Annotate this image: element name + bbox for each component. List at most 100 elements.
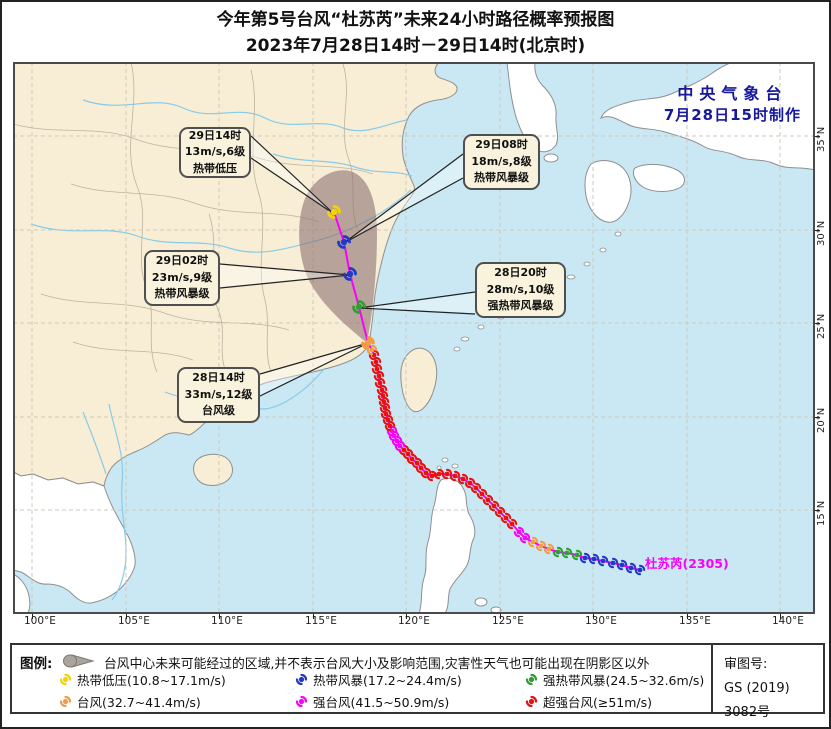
legend-typhoon-icon [59,673,72,686]
agency-name: 中央气象台 [677,84,788,103]
callout-29d08h: 29日08时 18m/s,8级 热带风暴级 [463,134,540,190]
lat-axis-tick [815,417,820,418]
lat-axis-label: 30°N [816,220,827,246]
legend-symbol-sty [295,695,308,708]
legend-item-label: 超强台风(≥51m/s) [543,695,653,710]
legend-item-sts: 强热带风暴(24.5~32.6m/s) [524,670,704,689]
lat-axis-tick [815,136,820,137]
forecast-point [352,300,366,314]
lat-axis-label: 25°N [816,313,827,339]
callout-category: 强热带风暴级 [487,299,554,313]
track-point [370,356,382,368]
track-point [535,540,547,552]
track-point [597,555,609,567]
callout-time: 28日20时 [494,266,547,280]
track-point [457,473,469,485]
map-svg [13,62,815,614]
callout-leader-line [343,153,464,244]
callout-wind: 18m/s,8级 [471,154,532,168]
legend-item-label: 台风(32.7~41.4m/s) [77,695,201,710]
callout-leader-wedge [359,292,475,314]
legend-symbol-ts [295,673,308,686]
islands [193,62,815,614]
japan-kyushu [584,160,632,223]
agency-issued-time: 7月28日15时制作 [663,106,801,124]
track-point [607,557,619,569]
callout-category: 热带低压 [193,161,237,175]
track-point [426,470,438,482]
lon-axis-label: 115°E [305,615,337,627]
track-point [616,559,628,571]
callout-time: 29日02时 [155,254,209,268]
agency-block: 中央气象台 7月28日15时制作 [664,80,801,125]
track-point [506,518,518,530]
page-title: 今年第5号台风“杜苏芮”未来24小时路径概率预报图 [216,10,615,30]
lat-axis-tick [815,230,820,231]
callout-leader-line [250,135,335,215]
legend-divider [711,645,713,712]
luzon [418,477,476,614]
legend-item-ty: 台风(32.7~41.4m/s) [58,692,201,711]
forecast-point [337,235,351,249]
lon-axis-tick [32,614,33,619]
legend-typhoon-icon [59,695,72,708]
taiwan [400,347,438,413]
lon-axis-label: 100°E [24,615,56,627]
callout-leader-line [358,307,476,315]
track-point [634,564,646,576]
callout-time: 29日08时 [475,138,528,152]
lon-axis-tick [313,614,314,619]
forecast-point [343,267,357,281]
callout-category: 热带风暴级 [474,171,529,185]
typhoon-name-label: 杜苏芮(2305) [645,556,729,571]
legend-item-td: 热带低压(10.8~17.1m/s) [58,670,226,689]
track-point [500,512,512,524]
track-point [588,553,600,565]
legend-item-sty: 强台风(41.5~50.9m/s) [294,692,449,711]
legend-panel: 图例: 台风中心未来可能经过的区域,并不表示台风大小及影响范围,灾害性天气也可能… [10,643,825,720]
review-label: 审图号: [724,657,768,672]
legend-item-ts: 热带风暴(17.2~24.4m/s) [294,670,462,689]
lat-axis-label: 20°N [816,407,827,433]
track-point [374,377,386,389]
lon-axis-tick [593,614,594,619]
jeju [543,153,559,163]
japan-honshu [600,62,815,171]
callout-29d14h: 29日14时 13m/s,6级 热带低压 [179,127,251,178]
hainan [193,453,233,486]
callout-category: 台风级 [202,404,235,418]
legend-symbol-ty [59,695,72,708]
legend-item-label: 热带低压(10.8~17.1m/s) [77,673,226,688]
callout-leader-line [219,274,351,289]
callout-category: 热带风暴级 [154,287,210,301]
typhoon-track-map [13,62,815,614]
callout-leader-line [259,342,369,397]
typhoon-cone-icon [63,654,95,668]
track-point [366,344,378,356]
page-subtitle: 2023年7月28日14时－29日14时(北京时) [245,36,586,56]
track-point [449,470,461,482]
title-block: 今年第5号台风“杜苏芮”未来24小时路径概率预报图 2023年7月28日14时－… [2,7,829,59]
callout-28d20h: 28日20时 28m/s,10级 强热带风暴级 [475,262,566,318]
legend-symbol-td [59,673,72,686]
typhoon-track [327,205,646,576]
callout-wind: 13m/s,6级 [184,145,246,159]
lon-axis-label: 135°E [679,615,711,627]
lat-axis-tick [815,510,820,511]
track-point [494,506,506,518]
lat-axis-label: 35°N [816,126,827,152]
japan-shikoku [632,163,685,192]
lon-axis-label: 130°E [585,615,617,627]
lon-axis-tick [219,614,220,619]
legend-note: 台风中心未来可能经过的区域,并不表示台风大小及影响范围,灾害性天气也可能出现在阴… [104,657,650,672]
legend-typhoon-icon [295,695,308,708]
callout-time: 29日14时 [188,128,242,142]
island [474,597,488,607]
callout-wind: 23m/s,9级 [151,270,213,284]
callout-time: 28日14时 [192,371,245,385]
track-point [527,536,539,548]
lon-axis-tick [687,614,688,619]
track-point [373,370,385,382]
callout-wind: 28m/s,10级 [486,282,555,296]
